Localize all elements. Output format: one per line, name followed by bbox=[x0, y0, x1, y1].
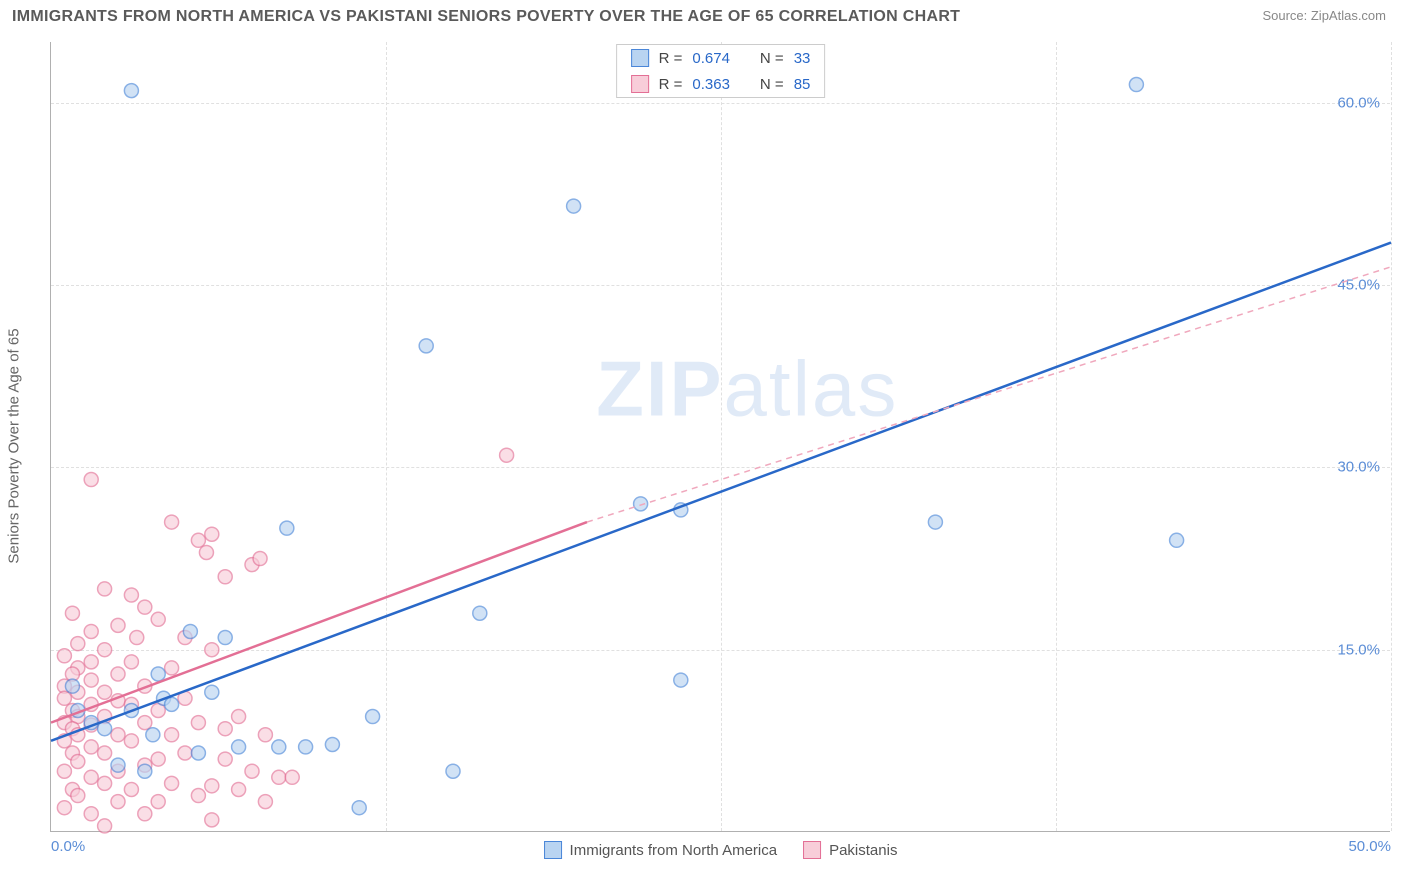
correlation-legend: R = 0.674 N = 33 R = 0.363 N = 85 bbox=[616, 44, 826, 98]
legend-item-blue: Immigrants from North America bbox=[544, 841, 778, 859]
swatch-pink-icon bbox=[803, 841, 821, 859]
chart-title: IMMIGRANTS FROM NORTH AMERICA VS PAKISTA… bbox=[12, 8, 960, 26]
legend-item-pink: Pakistanis bbox=[803, 841, 897, 859]
gridline-v bbox=[1391, 42, 1392, 831]
source-link[interactable]: ZipAtlas.com bbox=[1311, 8, 1386, 23]
chart-plot-area: ZIPatlas R = 0.674 N = 33 R = 0.363 N = … bbox=[50, 42, 1390, 832]
legend-row-blue: R = 0.674 N = 33 bbox=[617, 45, 825, 71]
swatch-blue-icon bbox=[544, 841, 562, 859]
xtick-label: 0.0% bbox=[51, 838, 85, 855]
series-legend: Immigrants from North America Pakistanis bbox=[544, 841, 898, 859]
scatter-svg bbox=[51, 42, 1390, 831]
source-attribution: Source: ZipAtlas.com bbox=[1262, 8, 1386, 23]
swatch-blue-icon bbox=[631, 49, 649, 67]
y-axis-label: Seniors Poverty Over the Age of 65 bbox=[6, 328, 23, 563]
swatch-pink-icon bbox=[631, 75, 649, 93]
legend-row-pink: R = 0.363 N = 85 bbox=[617, 71, 825, 97]
xtick-label: 50.0% bbox=[1348, 838, 1391, 855]
